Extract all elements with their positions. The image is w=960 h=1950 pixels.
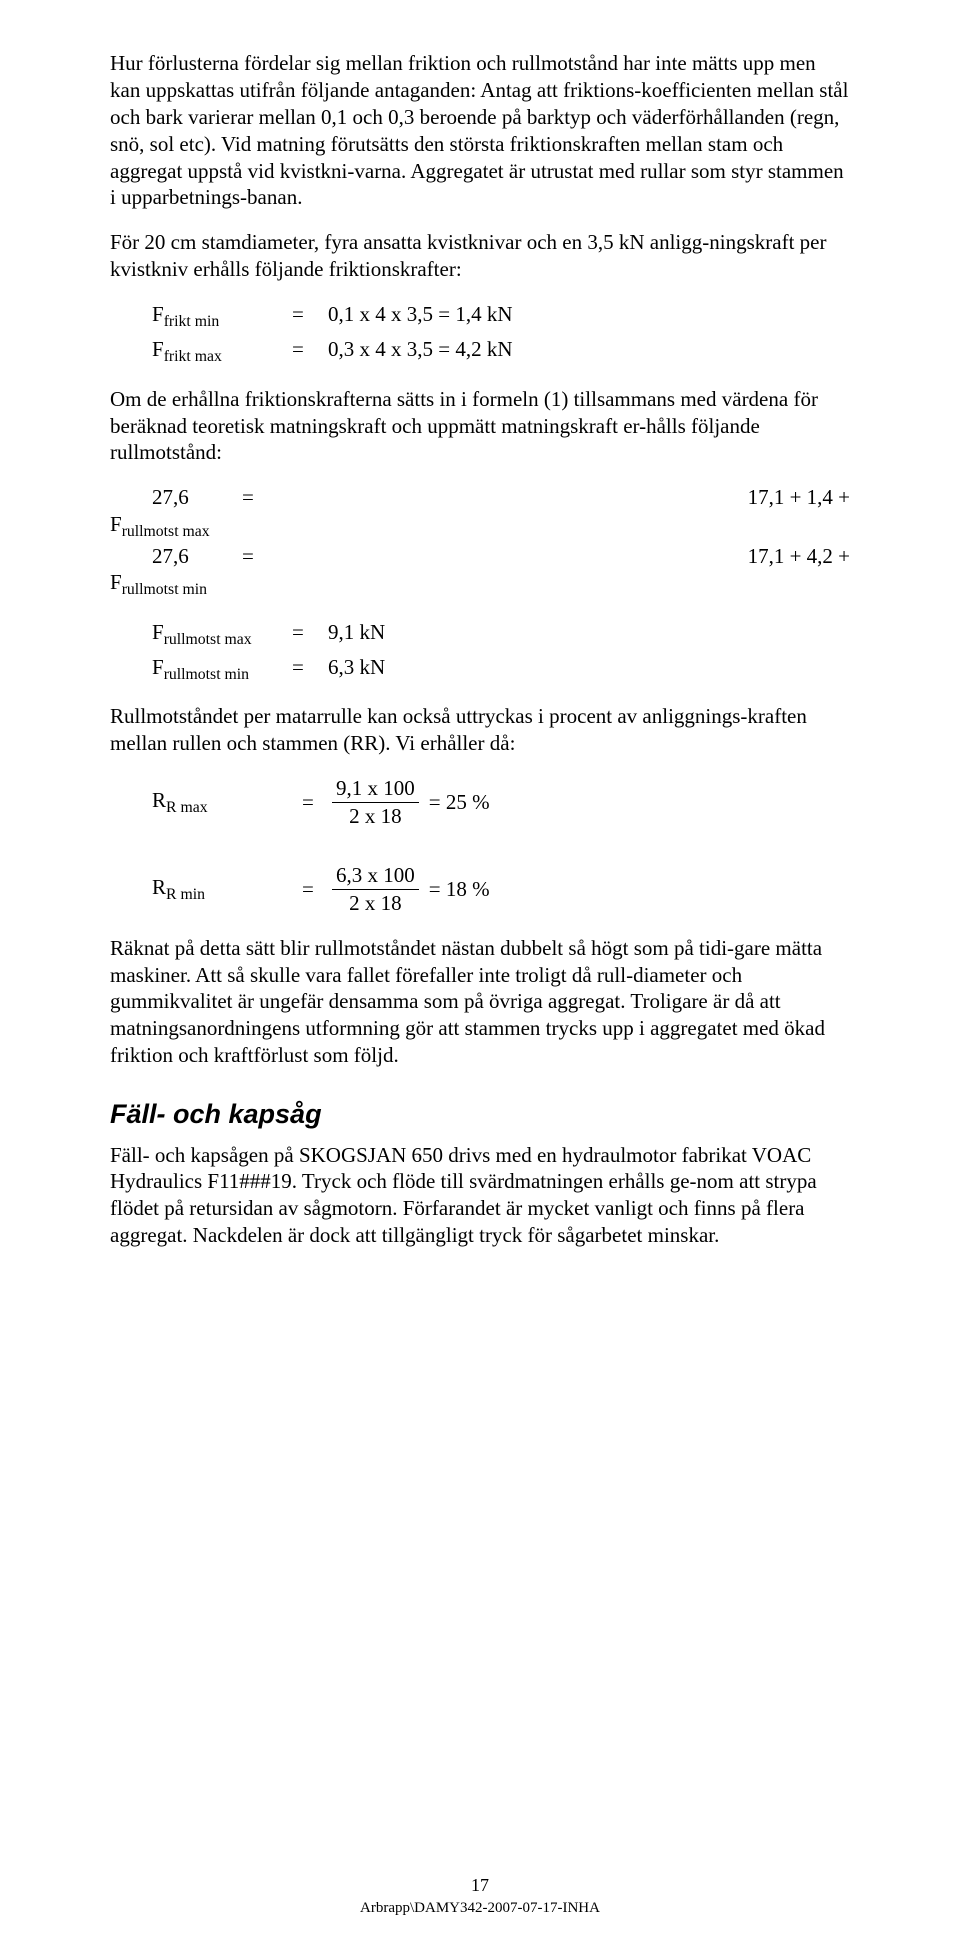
- paragraph-3: Om de erhållna friktionskrafterna sätts …: [110, 386, 850, 467]
- wide-eq-1-label: Frullmotst max: [110, 511, 850, 542]
- fraction: 6,3 x 100 2 x 18: [332, 862, 419, 917]
- a: 27,6: [152, 484, 242, 511]
- document-page: Hur förlusterna fördelar sig mellan frik…: [0, 0, 960, 1950]
- sym: F: [152, 655, 164, 679]
- sub: R min: [166, 886, 205, 903]
- val: 6,3 kN: [328, 654, 850, 685]
- sym: F: [152, 620, 164, 644]
- rhs: 0,1 x 4 x 3,5 = 1,4 kN: [328, 301, 850, 332]
- rullmotst-equations: 27,6 = 17,1 + 1,4 + Frullmotst max 27,6 …: [110, 484, 850, 600]
- equals: =: [292, 654, 328, 685]
- wide-eq-2: 27,6 = 17,1 + 4,2 +: [152, 543, 850, 570]
- wide-eq-2-label: Frullmotst min: [110, 569, 850, 600]
- wide-eq-1: 27,6 = 17,1 + 1,4 +: [152, 484, 850, 511]
- sym: R: [152, 875, 166, 899]
- equals: =: [302, 789, 332, 816]
- sym: R: [152, 788, 166, 812]
- rullmotst-results: Frullmotst max = 9,1 kN Frullmotst min =…: [110, 619, 850, 686]
- page-number: 17: [471, 1875, 489, 1895]
- page-footer: 17 Arbrapp\DAMY342-2007-07-17-INHA: [0, 1874, 960, 1918]
- footer-path: Arbrapp\DAMY342-2007-07-17-INHA: [0, 1899, 960, 1918]
- sub: rullmotst max: [122, 523, 210, 540]
- result: = 18 %: [419, 876, 490, 903]
- rhs: 0,3 x 4 x 3,5 = 4,2 kN: [328, 336, 850, 367]
- rr-min-block: RR min = 6,3 x 100 2 x 18 = 18 %: [110, 862, 850, 917]
- paragraph-1: Hur förlusterna fördelar sig mellan frik…: [110, 50, 850, 211]
- paragraph-6: Fäll- och kapsågen på SKOGSJAN 650 drivs…: [110, 1142, 850, 1250]
- res-min: Frullmotst min = 6,3 kN: [152, 654, 850, 685]
- b: =: [242, 543, 590, 570]
- sym: F: [152, 337, 164, 361]
- eq-frikt-max: Ffrikt max = 0,3 x 4 x 3,5 = 4,2 kN: [152, 336, 850, 367]
- rr-max-block: RR max = 9,1 x 100 2 x 18 = 25 %: [110, 775, 850, 830]
- numerator: 9,1 x 100: [332, 775, 419, 802]
- sub: rullmotst min: [164, 666, 249, 683]
- val: 9,1 kN: [328, 619, 850, 650]
- denominator: 2 x 18: [332, 889, 419, 917]
- section-heading-fall-kapsag: Fäll- och kapsåg: [110, 1097, 850, 1132]
- rr-max: RR max = 9,1 x 100 2 x 18 = 25 %: [152, 775, 850, 830]
- rr-min: RR min = 6,3 x 100 2 x 18 = 18 %: [152, 862, 850, 917]
- res-max: Frullmotst max = 9,1 kN: [152, 619, 850, 650]
- a: 27,6: [152, 543, 242, 570]
- paragraph-2: För 20 cm stamdiameter, fyra ansatta kvi…: [110, 229, 850, 283]
- sub: R max: [166, 799, 208, 816]
- sub: frikt max: [164, 349, 222, 366]
- equals: =: [292, 301, 328, 332]
- denominator: 2 x 18: [332, 802, 419, 830]
- sym: F: [152, 302, 164, 326]
- paragraph-4: Rullmotståndet per matarrulle kan också …: [110, 703, 850, 757]
- sym: F: [110, 512, 122, 536]
- friction-equations: Ffrikt min = 0,1 x 4 x 3,5 = 1,4 kN Ffri…: [110, 301, 850, 368]
- result: = 25 %: [419, 789, 490, 816]
- paragraph-5: Räknat på detta sätt blir rullmotståndet…: [110, 935, 850, 1069]
- sub: frikt min: [164, 313, 220, 330]
- c: 17,1 + 4,2 +: [590, 543, 850, 570]
- equals: =: [302, 876, 332, 903]
- sub: rullmotst max: [164, 631, 252, 648]
- b: =: [242, 484, 590, 511]
- equals: =: [292, 619, 328, 650]
- c: 17,1 + 1,4 +: [590, 484, 850, 511]
- numerator: 6,3 x 100: [332, 862, 419, 889]
- equals: =: [292, 336, 328, 367]
- fraction: 9,1 x 100 2 x 18: [332, 775, 419, 830]
- eq-frikt-min: Ffrikt min = 0,1 x 4 x 3,5 = 1,4 kN: [152, 301, 850, 332]
- sym: F: [110, 570, 122, 594]
- sub: rullmotst min: [122, 582, 207, 599]
